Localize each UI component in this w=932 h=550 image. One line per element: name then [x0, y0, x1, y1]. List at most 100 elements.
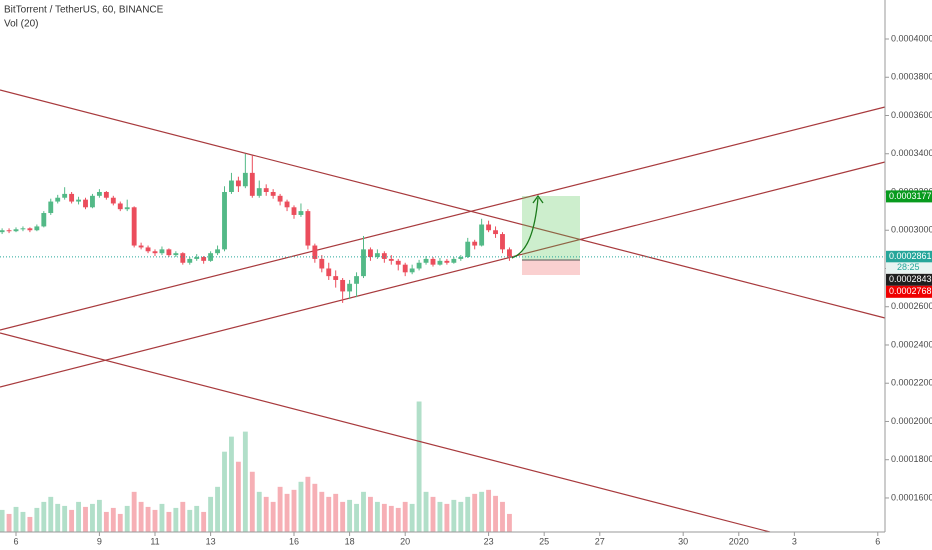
candle-body	[0, 230, 5, 233]
volume-bar	[187, 509, 193, 532]
volume-bar	[472, 493, 478, 532]
candle-body	[340, 279, 346, 292]
candle-body	[423, 258, 429, 263]
trendline	[0, 89, 886, 319]
volume-bar	[117, 513, 123, 532]
candle-body	[187, 258, 193, 263]
candle-body	[55, 197, 61, 202]
indicator-label: Vol (20)	[4, 19, 38, 30]
volume-bar	[368, 496, 373, 532]
volume-bar	[305, 476, 311, 532]
candle-body	[249, 172, 255, 196]
x-tick-label: 27	[595, 536, 605, 546]
y-tick-label: 0.0003600	[891, 110, 932, 120]
volume-bar	[333, 493, 339, 532]
arrow-head	[532, 194, 544, 204]
volume-bar	[340, 501, 346, 532]
candle-body	[333, 276, 339, 280]
countdown: 28:25	[897, 262, 920, 272]
candle-body	[152, 251, 158, 254]
candle-body	[326, 268, 332, 277]
candle-body	[103, 191, 109, 198]
price-marker-label: 0.0002843	[889, 274, 932, 284]
candle-body	[368, 249, 373, 258]
volume-bar	[235, 461, 241, 532]
price-marker-label: 0.0002768	[889, 286, 932, 296]
candle-body	[507, 249, 512, 257]
candle-body	[451, 258, 457, 263]
volume-bar	[423, 491, 429, 532]
candle-body	[256, 188, 262, 196]
x-tick-label: 30	[678, 536, 688, 546]
candle-body	[34, 226, 40, 231]
y-tick-label: 0.0003400	[891, 148, 932, 158]
volume-bar	[20, 511, 26, 532]
volume-bar	[138, 501, 144, 532]
candle-body	[277, 195, 283, 202]
volume-bar	[381, 503, 387, 532]
volume-bar	[347, 499, 353, 532]
volume-bar	[256, 491, 262, 532]
candle-body	[180, 253, 186, 263]
candle-body	[354, 276, 359, 284]
x-tick-label: 6	[14, 536, 19, 546]
volume-bar	[173, 507, 179, 532]
volume-bar	[388, 505, 394, 532]
volume-bar	[437, 501, 443, 532]
candle-body	[284, 201, 290, 208]
candle-body	[69, 193, 75, 202]
x-tick-label: 16	[289, 536, 299, 546]
candle-body	[62, 193, 68, 198]
candle-body	[13, 229, 19, 232]
volume-bar	[507, 513, 512, 532]
candle-body	[402, 264, 408, 273]
x-tick-label: 3	[792, 536, 797, 546]
price-marker	[886, 273, 932, 286]
volume-bar	[486, 489, 492, 532]
volume-bar	[249, 471, 255, 532]
candle-body	[312, 245, 318, 259]
volume-bar	[96, 499, 102, 532]
candles	[0, 153, 512, 303]
candle-body	[486, 224, 492, 231]
volume-bar	[13, 506, 19, 532]
volume-bar	[374, 501, 380, 532]
candle-body	[430, 258, 436, 265]
x-tick-label: 18	[345, 536, 355, 546]
volume-bar	[201, 511, 207, 532]
y-tick-label: 0.0004000	[891, 33, 932, 43]
candle-body	[291, 207, 297, 215]
volume-bar	[6, 513, 12, 532]
volume-bar	[354, 503, 359, 532]
volume-bar	[208, 496, 214, 532]
candle-body	[500, 234, 505, 250]
candle-body	[472, 241, 478, 246]
volume-layer	[0, 401, 512, 532]
volume-bar	[55, 503, 61, 532]
candle-body	[347, 283, 353, 292]
x-tick-label: 11	[150, 536, 159, 546]
volume-bar	[263, 496, 269, 532]
candle-body	[173, 253, 179, 256]
volume-bar	[298, 481, 304, 532]
volume-bar	[291, 489, 297, 532]
stop-zone	[522, 260, 580, 275]
volume-bar	[326, 496, 332, 532]
volume-bar	[194, 505, 200, 532]
volume-bar	[90, 503, 95, 532]
volume-bar	[180, 501, 186, 532]
candle-body	[374, 253, 380, 258]
volume-bar	[215, 486, 220, 532]
trendline	[0, 106, 886, 331]
candle-body	[131, 207, 137, 246]
candle-body	[444, 260, 450, 263]
y-tick-label: 0.0002600	[891, 301, 932, 311]
trendline	[0, 161, 886, 388]
volume-bar	[152, 509, 158, 532]
candle-body	[83, 199, 88, 208]
volume-bar	[451, 499, 457, 532]
volume-bar	[145, 506, 151, 532]
candle-body	[76, 199, 81, 202]
candle-body	[465, 241, 471, 258]
